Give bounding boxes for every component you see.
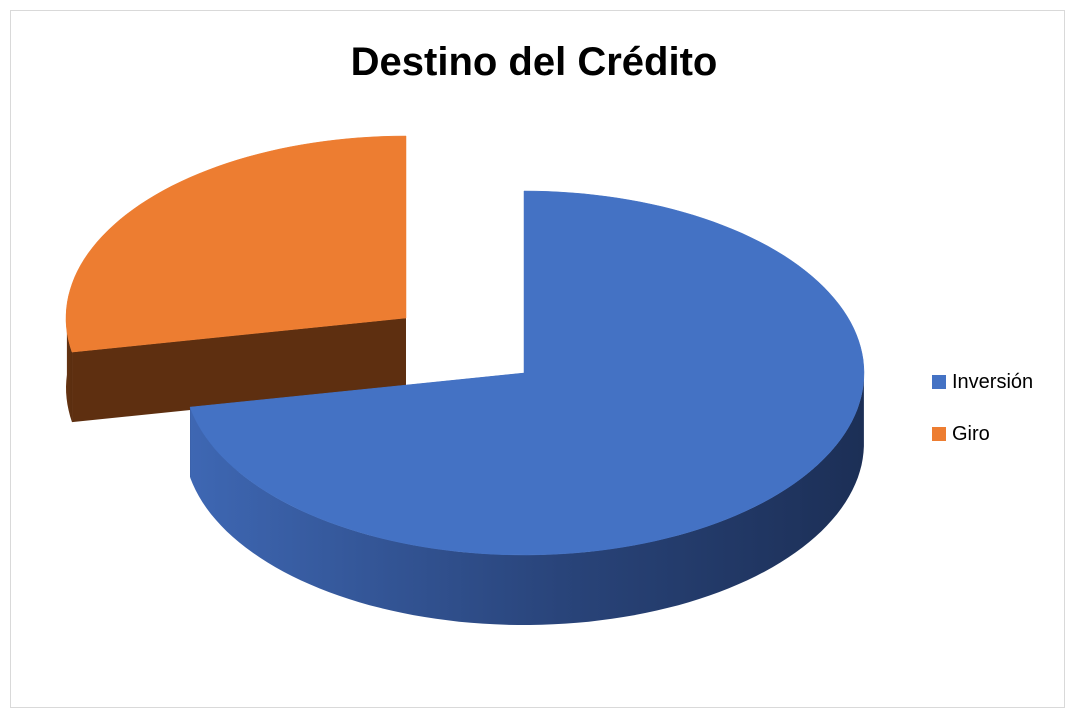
- legend-item-inversion: Inversión: [932, 369, 1033, 395]
- chart-title: Destino del Crédito: [350, 40, 718, 84]
- pie-slice-side-giro-0: [66, 304, 72, 423]
- legend-swatch-giro: [932, 427, 946, 441]
- pie-slice-side-inversin-0: [190, 369, 864, 625]
- legend-label-inversion: Inversión: [952, 370, 1034, 393]
- pie-slice-top-inversin: [189, 190, 865, 556]
- pie-slice-inversin: [189, 190, 865, 625]
- pie-slice-top-giro: [65, 135, 407, 353]
- pie-slice-giro: [65, 135, 407, 423]
- legend-swatch-inversion: [932, 375, 946, 389]
- legend-label-giro: Giro: [952, 422, 990, 445]
- legend-item-giro: Giro: [932, 421, 1033, 447]
- chart-legend: Inversión Giro: [932, 369, 1033, 473]
